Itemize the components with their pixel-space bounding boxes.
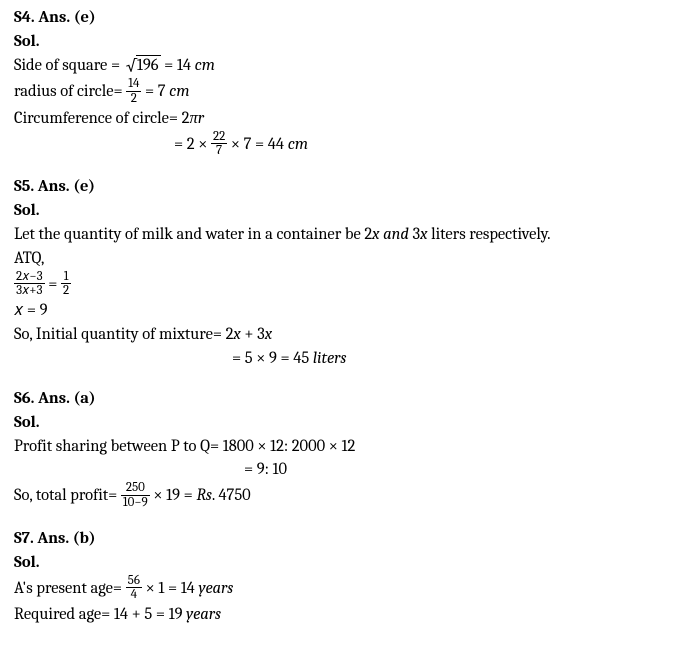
s7-line1: A's present age= 564 × 1 = 14 years bbox=[14, 575, 664, 603]
radicand: 196 bbox=[136, 55, 161, 75]
var: x bbox=[420, 225, 427, 244]
s4-heading: S4. Ans. (e) bbox=[14, 6, 664, 30]
text: Required age= 14 + 5 = 19 bbox=[14, 605, 186, 624]
fraction: 564 bbox=[126, 574, 142, 602]
s7-heading: S7. Ans. (b) bbox=[14, 527, 664, 551]
numerator: 56 bbox=[126, 574, 142, 589]
rs: Rs bbox=[196, 486, 211, 505]
s4-sol-label: Sol. bbox=[14, 30, 664, 54]
denominator: 7 bbox=[211, 144, 227, 158]
unit-cm: cm bbox=[195, 56, 215, 75]
s5-line1: Let the quantity of milk and water in a … bbox=[14, 223, 664, 247]
text: = 14 bbox=[161, 56, 195, 75]
s6-heading: S6. Ans. (a) bbox=[14, 387, 664, 411]
s4-line2: radius of circle= 142 = 7 cm bbox=[14, 78, 664, 106]
s5-atq: ATQ, bbox=[14, 247, 664, 271]
unit-cm: cm bbox=[288, 135, 308, 154]
text: . 4750 bbox=[212, 486, 251, 505]
s6-sol-label: Sol. bbox=[14, 411, 664, 435]
s6-line2: = 9: 10 bbox=[14, 458, 664, 482]
var: x bbox=[265, 325, 272, 344]
text: 3 bbox=[409, 225, 420, 244]
text: × 7 = 44 bbox=[227, 135, 287, 154]
text: = 7 bbox=[141, 82, 169, 101]
denominator: 4 bbox=[126, 588, 142, 602]
s5-x: 𝑥 = 9 bbox=[14, 299, 664, 323]
denominator: 10−9 bbox=[121, 496, 150, 510]
text: radius of circle= bbox=[14, 82, 126, 101]
numerator: 1 bbox=[61, 270, 71, 285]
solution-s7: S7. Ans. (b) Sol. A's present age= 564 ×… bbox=[14, 527, 664, 627]
numerator: 250 bbox=[121, 481, 150, 496]
text: Circumference of circle= 2πr bbox=[14, 109, 204, 128]
text: = 2 × bbox=[174, 135, 211, 154]
s4-line1: Side of square = 196 = 14 cm bbox=[14, 54, 664, 79]
solution-s4: S4. Ans. (e) Sol. Side of square = 196 =… bbox=[14, 6, 664, 159]
text: Side of square = bbox=[14, 56, 124, 75]
s5-sol-label: Sol. bbox=[14, 199, 664, 223]
text: Let the quantity of milk and water in a … bbox=[14, 225, 372, 244]
text: + 3 bbox=[241, 325, 265, 344]
unit-liters: liters bbox=[313, 349, 346, 368]
denominator: 3𝑥+3 bbox=[14, 284, 45, 298]
s7-sol-label: Sol. bbox=[14, 551, 664, 575]
s5-heading: S5. Ans. (e) bbox=[14, 175, 664, 199]
text: So, total profit= bbox=[14, 486, 121, 505]
denominator: 2 bbox=[61, 284, 71, 298]
s6-line1: Profit sharing between P to Q= 1800 × 12… bbox=[14, 435, 664, 459]
unit-years: years bbox=[186, 605, 221, 624]
fraction: 142 bbox=[126, 77, 141, 105]
s5-line5: = 5 × 9 = 45 liters bbox=[14, 347, 664, 371]
solution-s6: S6. Ans. (a) Sol. Profit sharing between… bbox=[14, 387, 664, 511]
unit-cm: cm bbox=[169, 82, 189, 101]
solution-s5: S5. Ans. (e) Sol. Let the quantity of mi… bbox=[14, 175, 664, 371]
text: So, Initial quantity of mixture= 2 bbox=[14, 325, 233, 344]
fraction: 12 bbox=[61, 270, 71, 298]
sqrt-icon: 196 bbox=[124, 54, 161, 79]
numerator: 14 bbox=[126, 77, 141, 92]
text: liters respectively. bbox=[428, 225, 551, 244]
text: A's present age= bbox=[14, 579, 126, 598]
s4-line3: Circumference of circle= 2πr bbox=[14, 107, 664, 131]
var: x and bbox=[372, 225, 409, 244]
numerator: 2𝑥−3 bbox=[14, 270, 45, 285]
unit-years: years bbox=[198, 579, 233, 598]
fraction: 25010−9 bbox=[121, 481, 150, 509]
s5-line4: So, Initial quantity of mixture= 2x + 3x bbox=[14, 323, 664, 347]
numerator: 22 bbox=[211, 130, 227, 145]
s6-line3: So, total profit= 25010−9 × 19 = Rs. 475… bbox=[14, 482, 664, 510]
fraction: 227 bbox=[211, 130, 227, 158]
text: = 5 × 9 = 45 bbox=[232, 349, 313, 368]
s4-line4: = 2 × 227 × 7 = 44 cm bbox=[14, 131, 664, 159]
denominator: 2 bbox=[126, 92, 141, 106]
page: S4. Ans. (e) Sol. Side of square = 196 =… bbox=[0, 0, 678, 663]
eq: = bbox=[45, 275, 61, 294]
fraction: 2𝑥−33𝑥+3 bbox=[14, 270, 45, 298]
text: × 1 = 14 bbox=[142, 579, 199, 598]
s7-line2: Required age= 14 + 5 = 19 years bbox=[14, 603, 664, 627]
s5-eqline: 2𝑥−33𝑥+3 = 12 bbox=[14, 271, 664, 299]
var: x bbox=[233, 325, 240, 344]
text: × 19 = bbox=[150, 486, 197, 505]
